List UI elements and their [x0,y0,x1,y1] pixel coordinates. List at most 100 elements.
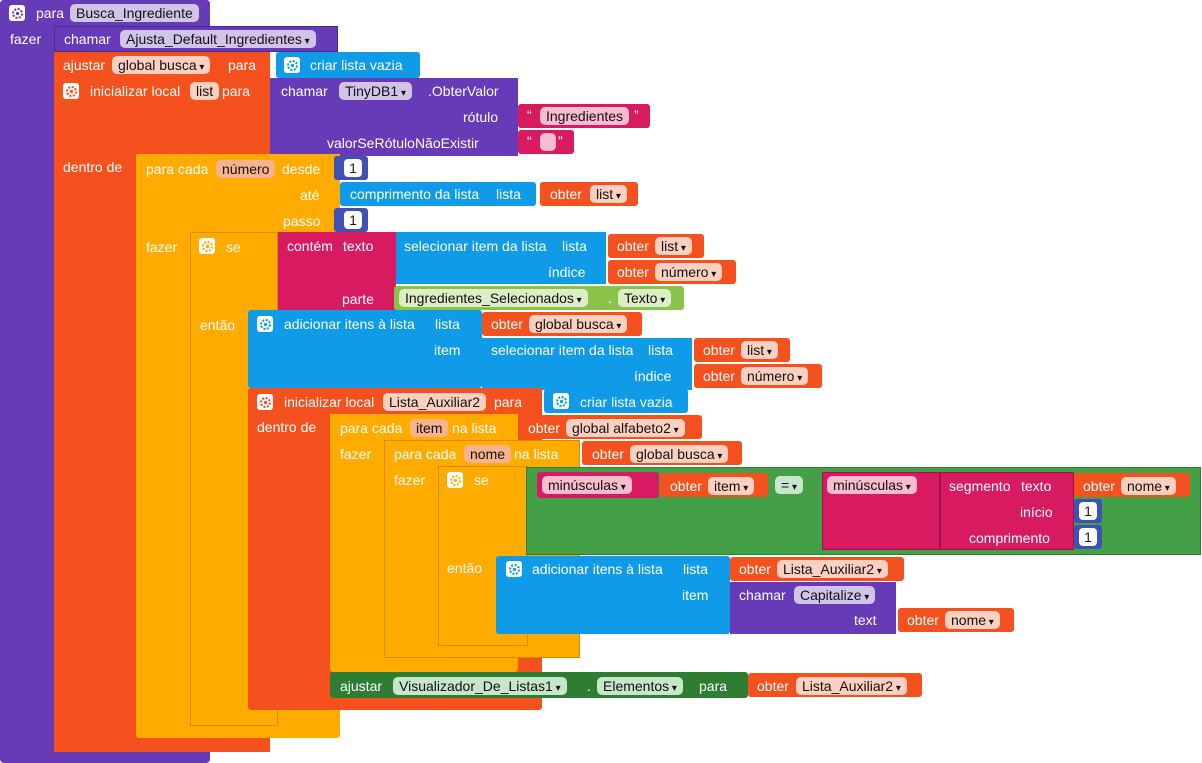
for-each-do-label: fazer [394,472,426,488]
tag-text-field[interactable]: Ingredientes [540,107,630,125]
if-keyword: se [226,239,241,255]
get-keyword: obter [550,186,582,202]
create-empty-list-label: criar lista vazia [580,394,673,410]
get-variable-dropdown[interactable]: número [655,263,723,281]
property-dropdown[interactable]: Texto [618,289,672,307]
create-empty-list-label: criar lista vazia [310,57,403,73]
for-range-var-field[interactable]: número [216,160,276,178]
get-keyword: obter [528,420,560,436]
select-list-label: lista [648,342,673,358]
quote-close-icon: ” [558,133,563,149]
for-range-do-label: fazer [146,239,178,255]
get-variable-dropdown[interactable]: global alfabeto2 [566,419,685,437]
number-field[interactable]: 1 [1079,502,1097,520]
get-keyword: obter [739,561,771,577]
get-variable-dropdown[interactable]: número [741,367,809,385]
add-items-block[interactable] [496,556,730,634]
get-variable-dropdown[interactable]: global busca [529,315,628,333]
segment-length-label: comprimento [969,530,1050,546]
get-keyword: obter [1083,478,1115,494]
call-procedure-dropdown[interactable]: Ajusta_Default_Ingredientes [120,30,316,48]
get-keyword: obter [592,446,624,462]
text-segment-block[interactable] [940,472,1074,550]
for-range-keyword: para cada [146,161,209,177]
number-field[interactable]: 1 [1079,528,1097,546]
add-items-item-label: item [434,342,461,358]
number-field[interactable]: 1 [344,159,362,177]
for-range-step-label: passo [283,213,321,229]
for-each-in-list-label: na lista [514,446,559,462]
mutator-gear-icon[interactable] [199,238,215,254]
if-keyword: se [474,472,489,488]
local-var-name-field[interactable]: Lista_Auxiliar2 [383,393,487,411]
tinydb-call-keyword: chamar [281,83,328,99]
get-variable-dropdown[interactable]: nome [1121,477,1176,495]
add-items-keyword: adicionar itens à lista [532,561,663,577]
segment-label: segmento [949,478,1011,494]
get-variable-dropdown[interactable]: list [655,237,692,255]
set-to-label: para [228,57,257,73]
procedure-name-field[interactable]: Busca_Ingrediente [70,4,199,22]
init-to-label: para [494,394,523,410]
add-items-list-label: lista [683,561,708,577]
get-keyword: obter [703,342,735,358]
list-length-block[interactable] [340,182,536,206]
select-list-item-block[interactable] [396,232,606,284]
mutator-gear-icon[interactable] [284,57,300,73]
quote-close-icon: ” [634,107,639,123]
call-procedure-dropdown[interactable]: Capitalize [794,586,876,604]
lowercase-dropdown[interactable]: minúsculas [542,476,632,494]
for-each-keyword: para cada [340,420,403,436]
for-each-in-list-label: na lista [452,420,497,436]
procedure-keyword: para [36,5,65,21]
lowercase-dropdown[interactable]: minúsculas [827,476,917,494]
tinydb-tag-label: rótulo [463,109,499,125]
call-keyword: chamar [64,31,111,47]
local-var-name-field[interactable]: list [190,82,220,100]
set-keyword: ajustar [63,57,106,73]
mutator-gear-icon[interactable] [506,561,522,577]
mutator-gear-icon[interactable] [553,393,569,409]
set-property-dropdown[interactable]: Elementos [597,677,683,695]
call-arg-label: text [854,612,877,628]
get-variable-dropdown[interactable]: nome [945,611,1000,629]
get-variable-dropdown[interactable]: global busca [630,445,729,463]
for-each-keyword: para cada [394,446,457,462]
tinydb-default-label: valorSeRótuloNãoExistir [327,135,479,151]
number-field[interactable]: 1 [344,211,362,229]
get-variable-dropdown[interactable]: item [708,477,755,495]
get-variable-dropdown[interactable]: list [590,185,627,203]
segment-start-label: início [1020,504,1053,520]
mutator-gear-icon[interactable] [63,83,79,99]
get-variable-dropdown[interactable]: Lista_Auxiliar2 [777,560,888,578]
select-item-label: selecionar item da lista [404,238,547,254]
component-dropdown[interactable]: Ingredientes_Selecionados [399,289,588,307]
for-range-from-label: desde [282,161,321,177]
for-each-var-field[interactable]: item [410,419,449,437]
get-variable-dropdown[interactable]: Lista_Auxiliar2 [796,677,907,695]
mutator-gear-icon[interactable] [257,394,273,410]
empty-text-field[interactable] [540,133,556,151]
add-items-block[interactable] [248,310,482,388]
for-each-var-field[interactable]: nome [464,445,512,463]
mutator-gear-icon[interactable] [447,472,463,488]
select-list-item-block[interactable] [482,338,692,390]
get-keyword: obter [907,612,939,628]
mutator-gear-icon[interactable] [257,316,273,332]
get-keyword: obter [617,238,649,254]
get-keyword: obter [491,316,523,332]
get-variable-dropdown[interactable]: list [741,341,778,359]
mutator-gear-icon[interactable] [9,5,25,21]
set-variable-dropdown[interactable]: global busca [112,56,211,74]
compare-operator-dropdown[interactable]: = [775,476,803,494]
set-keyword: ajustar [340,678,383,694]
call-keyword: chamar [739,587,786,603]
tinydb-method-label: .ObterValor [428,83,499,99]
get-keyword: obter [757,678,789,694]
text-contains-block[interactable] [278,232,396,310]
tinydb-component-dropdown[interactable]: TinyDB1 [339,82,412,100]
create-empty-list-block[interactable] [276,52,420,78]
contains-text-label: texto [343,238,374,254]
select-index-label: índice [634,368,672,384]
set-component-dropdown[interactable]: Visualizador_De_Listas1 [393,677,567,695]
